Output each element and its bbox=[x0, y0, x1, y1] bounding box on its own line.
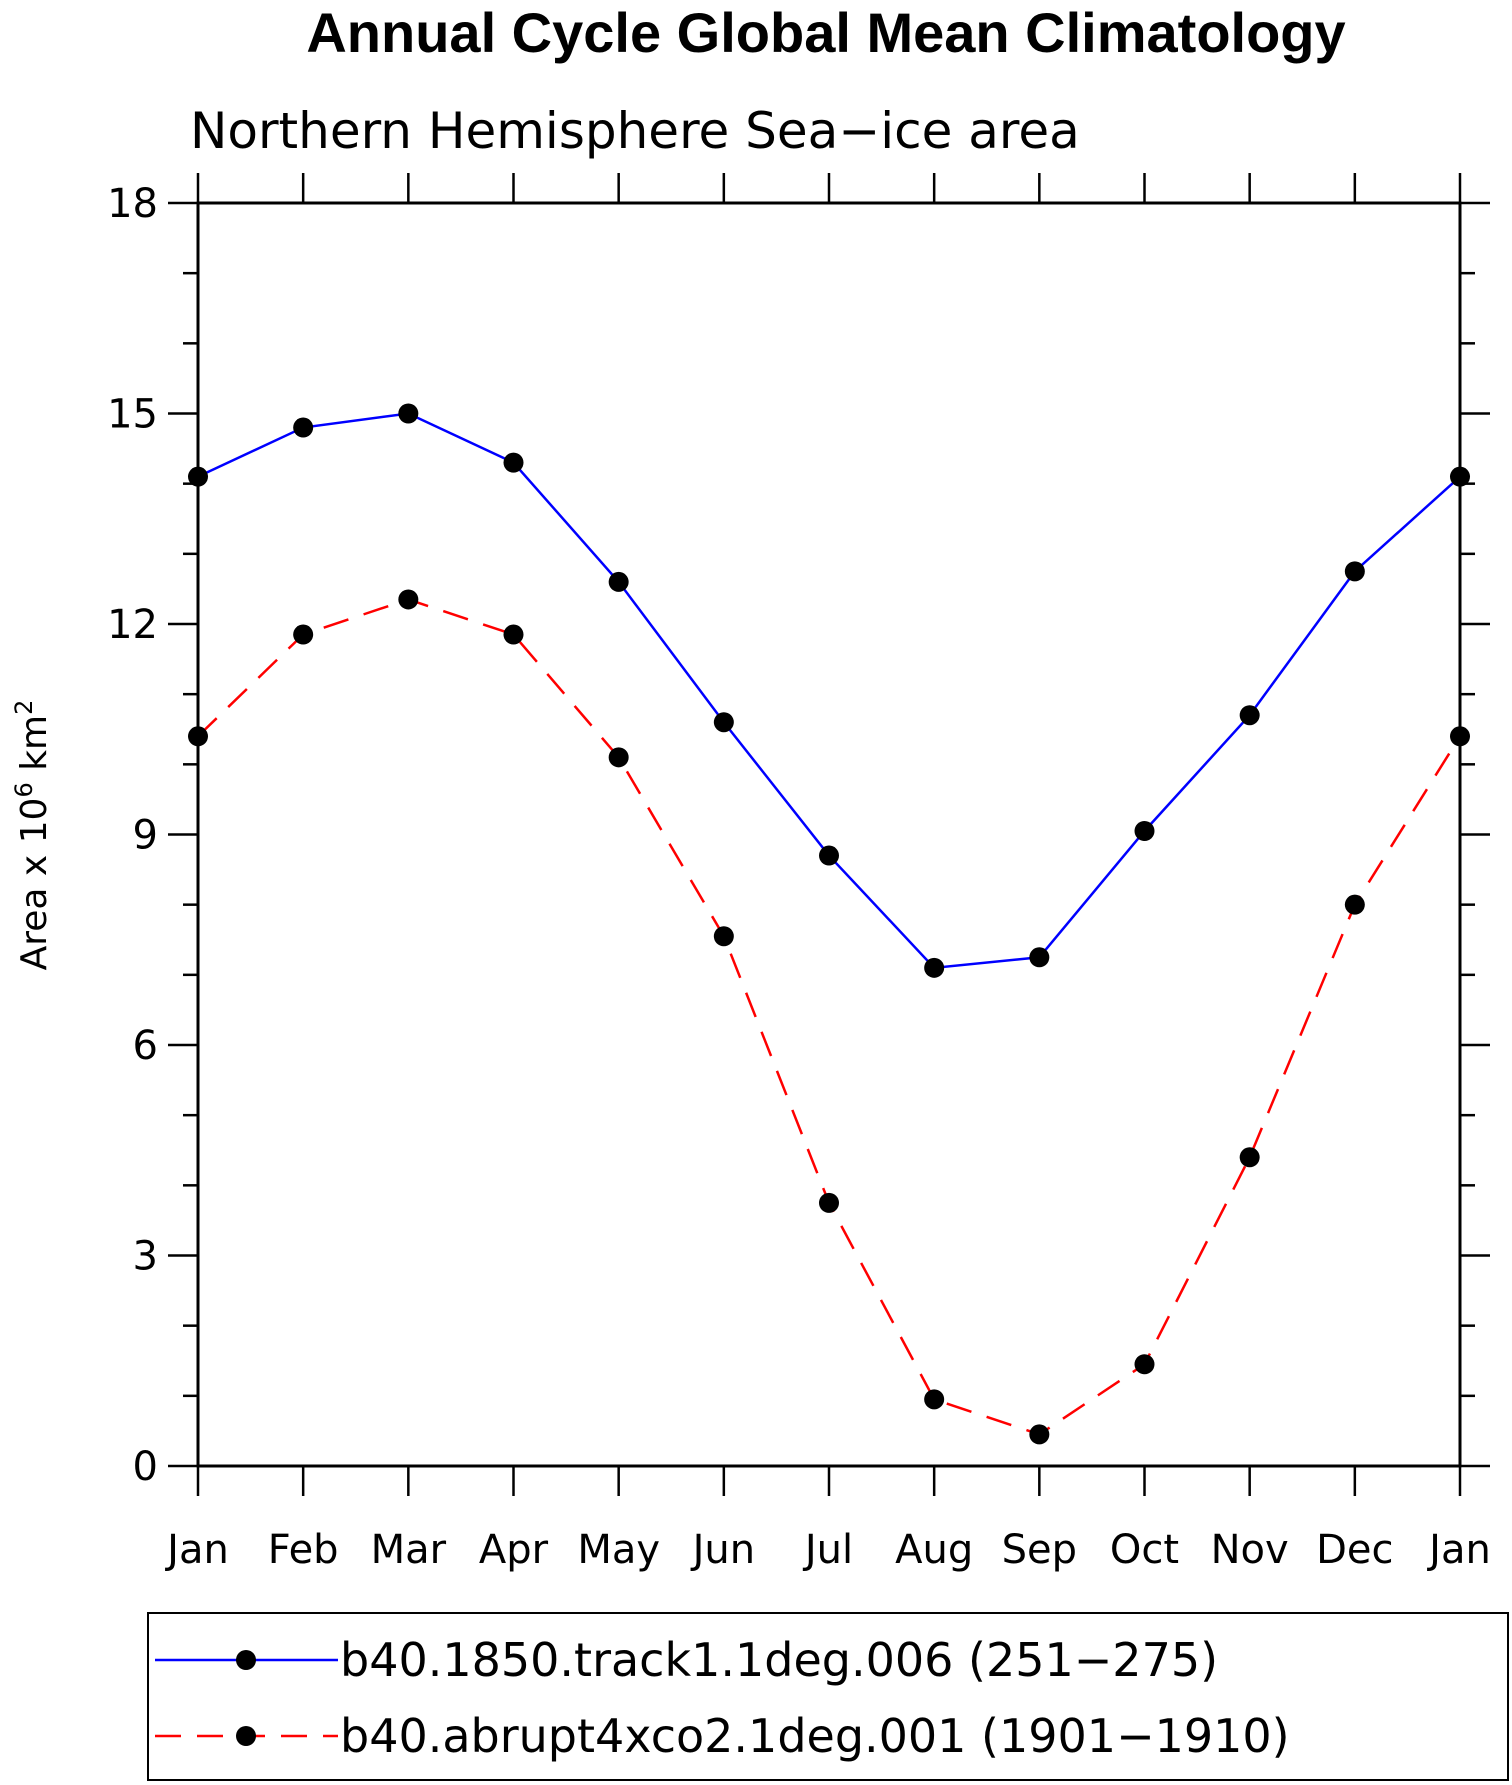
series-line bbox=[197, 598, 1462, 1436]
series-point bbox=[398, 589, 419, 610]
y-tick-label: 18 bbox=[107, 181, 158, 227]
x-tick-label: Apr bbox=[479, 1527, 549, 1573]
y-axis-label: Area x 106 km2 bbox=[10, 700, 55, 971]
x-tick-label: Oct bbox=[1110, 1527, 1179, 1573]
legend-label: b40.abrupt4xco2.1deg.001 (1901−1910) bbox=[340, 1709, 1290, 1763]
y-tick-label: 9 bbox=[133, 813, 158, 859]
series-point bbox=[1029, 947, 1050, 968]
x-tick-label: Feb bbox=[268, 1527, 339, 1573]
series-point bbox=[713, 712, 734, 733]
chart-title: Annual Cycle Global Mean Climatology bbox=[306, 1, 1345, 64]
series-point bbox=[1239, 1147, 1260, 1168]
series-point bbox=[713, 926, 734, 947]
series-point bbox=[924, 957, 945, 978]
series-point bbox=[1134, 820, 1155, 841]
series-point bbox=[503, 452, 524, 473]
legend-label: b40.1850.track1.1deg.006 (251−275) bbox=[340, 1633, 1218, 1687]
series-point bbox=[398, 403, 419, 424]
series-point bbox=[819, 845, 839, 866]
series-point bbox=[1344, 561, 1365, 582]
series-point bbox=[1344, 894, 1365, 915]
axis-ticks bbox=[168, 173, 1490, 1496]
legend-box bbox=[147, 1612, 1509, 1781]
x-tick-label: Nov bbox=[1211, 1527, 1289, 1573]
y-tick-label: 6 bbox=[133, 1023, 158, 1069]
x-tick-label: Mar bbox=[371, 1527, 447, 1573]
y-axis-label-exponent-2: 2 bbox=[10, 700, 38, 715]
chart-subtitle: Northern Hemisphere Sea−ice area bbox=[190, 102, 1080, 160]
series-point bbox=[1134, 1354, 1155, 1375]
series-line bbox=[197, 412, 1461, 970]
series-point bbox=[293, 417, 314, 438]
x-tick-label: Dec bbox=[1316, 1527, 1393, 1573]
x-tick-label: Jan bbox=[1426, 1527, 1491, 1573]
y-tick-label: 15 bbox=[107, 392, 158, 438]
y-axis-label-exponent-1: 6 bbox=[10, 782, 38, 797]
x-tick-label: Jun bbox=[690, 1527, 756, 1573]
y-tick-label: 12 bbox=[107, 602, 158, 648]
x-tick-label: Jul bbox=[802, 1527, 853, 1573]
series-point bbox=[608, 747, 629, 768]
series-point bbox=[608, 571, 629, 592]
legend-marker bbox=[236, 1726, 256, 1746]
series-point bbox=[293, 624, 314, 645]
series-point bbox=[188, 466, 208, 487]
x-tick-label: Aug bbox=[895, 1527, 973, 1573]
series-point bbox=[503, 624, 524, 645]
series-layer bbox=[188, 403, 1470, 1445]
series-point bbox=[1450, 466, 1470, 487]
series-point bbox=[1239, 705, 1260, 726]
y-tick-labels: 0 3 6 9 12 15 18 bbox=[107, 181, 158, 1490]
legend: b40.1850.track1.1deg.006 (251−275) b40.ab… bbox=[155, 1633, 1290, 1763]
plot-frame bbox=[196, 201, 1462, 1468]
series-point bbox=[188, 726, 208, 747]
x-tick-label: Jan bbox=[164, 1527, 229, 1573]
legend-marker bbox=[236, 1650, 256, 1670]
x-tick-label: Sep bbox=[1002, 1527, 1077, 1573]
y-axis-label-prefix: Area x 10 bbox=[14, 798, 55, 971]
x-tick-label: May bbox=[577, 1527, 660, 1573]
series-point bbox=[1450, 726, 1470, 747]
x-tick-labels: Jan Feb Mar Apr May Jun Jul Aug Sep Oct Nov Dec Jan bbox=[164, 1527, 1491, 1573]
series-point bbox=[1029, 1424, 1050, 1445]
y-axis-label-mid: km bbox=[14, 715, 55, 782]
y-tick-label: 0 bbox=[133, 1444, 158, 1490]
series-point bbox=[819, 1192, 839, 1213]
series-point bbox=[924, 1389, 945, 1410]
y-tick-label: 3 bbox=[133, 1234, 158, 1280]
